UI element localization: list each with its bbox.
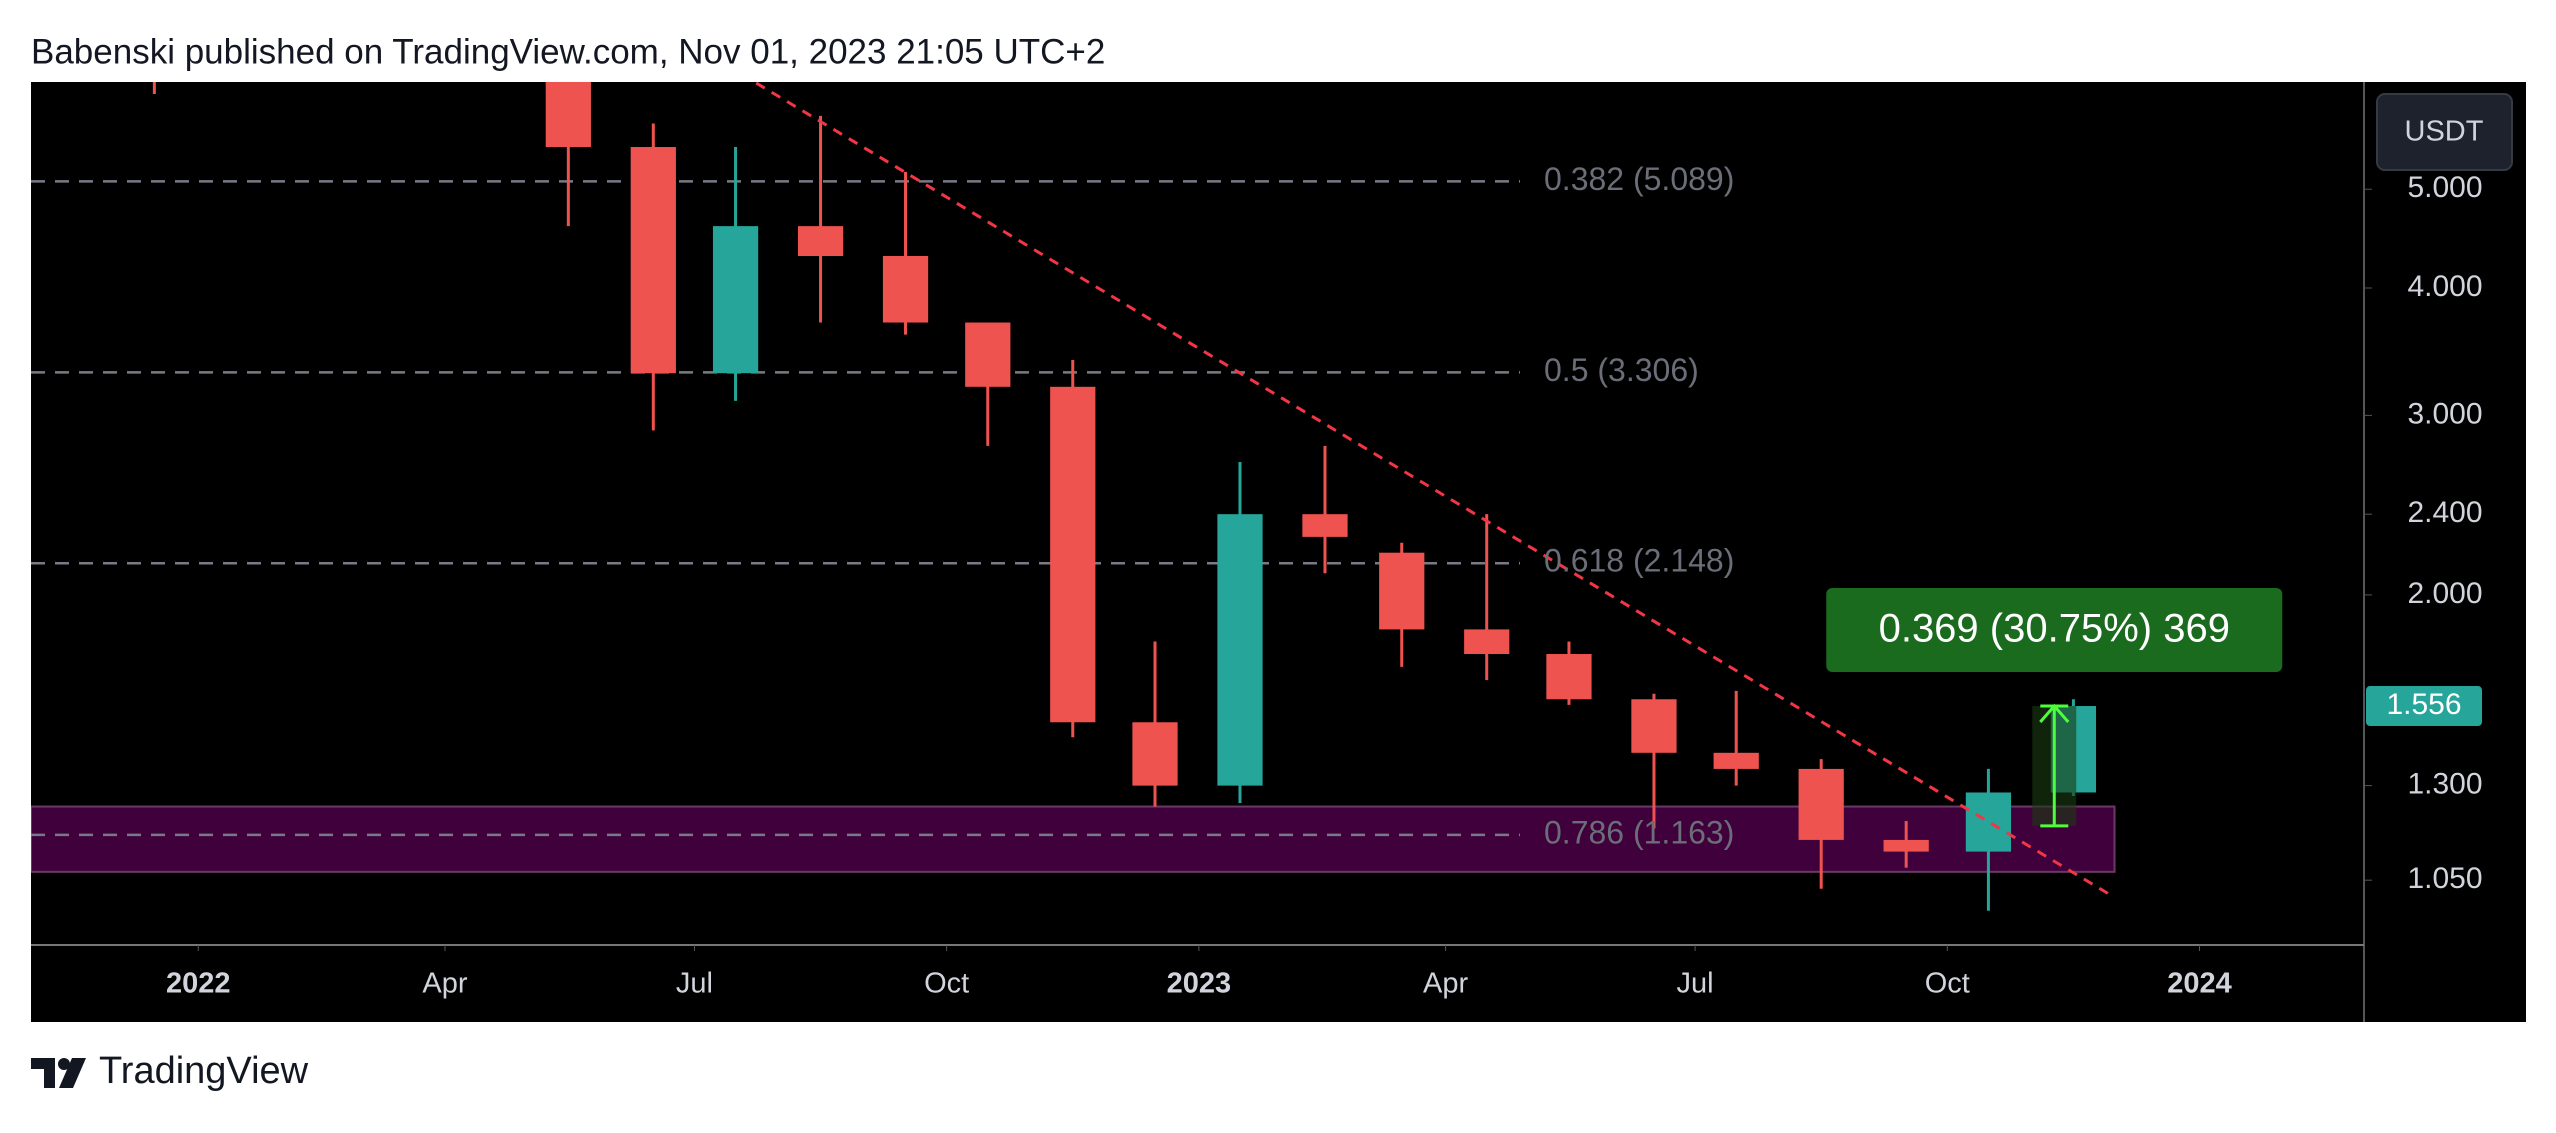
trendline: [751, 82, 2116, 899]
candle-body: [630, 147, 676, 374]
fib-label: 0.786 (1.163): [1544, 814, 1734, 850]
logo-mark: [59, 1058, 86, 1088]
brand-name: TradingView: [99, 1050, 309, 1092]
y-tick-label: 1.050: [2407, 862, 2482, 895]
measure-box: [1826, 588, 2283, 673]
header-title: Babenski published on TradingView.com, N…: [31, 32, 1105, 71]
button-label[interactable]: USDT: [2405, 116, 2484, 148]
y-tick-label: 3.000: [2407, 397, 2482, 430]
candle-body: [1798, 768, 1844, 840]
candle-body: [797, 226, 844, 256]
last-price-label: 1.556: [2386, 688, 2461, 721]
x-tick-label: Jul: [676, 968, 713, 1000]
candle-body: [545, 82, 591, 148]
x-tick-label: Apr: [1423, 968, 1468, 1000]
axes: 5.000 4.000 3.000 2.400 2.000 1.300 1.050 2022 A…: [166, 171, 2483, 1000]
candle-body: [965, 322, 1011, 387]
x-tick-label: Oct: [924, 968, 969, 1000]
y-tick-label: 5.000: [2407, 171, 2482, 204]
plot-area: [31, 82, 2116, 911]
chart-background: [31, 82, 2526, 1022]
fib-label: 0.5 (3.306): [1544, 352, 1699, 388]
x-tick-label: Jul: [1677, 968, 1714, 1000]
x-tick-label: 2023: [1167, 968, 1232, 1000]
candle-body: [1546, 654, 1592, 700]
logo-mark: [31, 1058, 55, 1088]
candle-body: [712, 226, 759, 374]
button-bg: [2376, 93, 2513, 171]
fib-label: 0.382 (5.089): [1544, 161, 1734, 197]
candle-body: [882, 255, 929, 323]
x-tick-label: 2022: [166, 968, 231, 1000]
x-tick-label: Apr: [422, 968, 467, 1000]
candle-body: [1302, 514, 1348, 537]
y-tick-label: 1.300: [2407, 768, 2482, 801]
candle-body: [1464, 629, 1510, 655]
support-zone: [31, 805, 2116, 873]
candle-body: [1965, 792, 2012, 852]
x-tick-label: Oct: [1925, 968, 1970, 1000]
x-tick-label: 2024: [2167, 968, 2232, 1000]
overlays: 0.382 (5.089) 0.5 (3.306) 0.618 (2.148) 0.7…: [1544, 161, 2482, 850]
candle-body: [1883, 839, 1929, 852]
logo-dot: [58, 1058, 70, 1070]
candle-body: [1631, 699, 1677, 753]
measure-label: 0.369 (30.75%) 369: [1879, 607, 2230, 651]
candle-body: [1379, 552, 1425, 630]
candle-body: [1217, 514, 1263, 786]
candle-body: [1132, 722, 1178, 786]
y-tick-label: 4.000: [2407, 270, 2482, 303]
last-price-bg: [2366, 686, 2482, 727]
y-tick-label: 2.400: [2407, 496, 2482, 529]
currency-button[interactable]: USDT: [2376, 93, 2513, 171]
fib-label: 0.618 (2.148): [1544, 543, 1734, 579]
brand-logo: TradingView: [31, 1050, 309, 1092]
candle-body: [1050, 386, 1096, 723]
y-tick-label: 2.000: [2407, 577, 2482, 610]
candle-body: [1713, 752, 1759, 769]
